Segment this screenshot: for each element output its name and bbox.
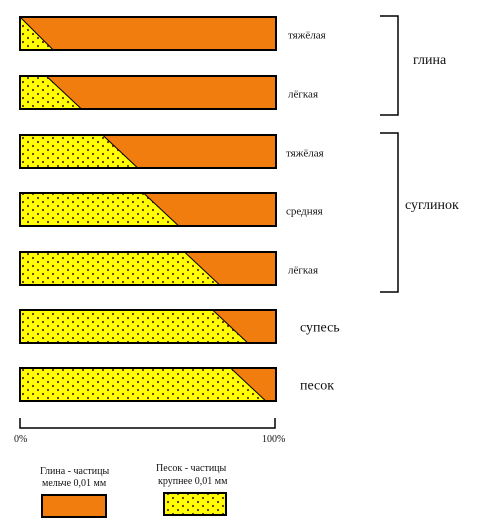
- sand-fill: [19, 367, 268, 402]
- axis-end-label: 100%: [262, 434, 285, 445]
- bar-border: [19, 134, 277, 169]
- group-label-loam: суглинок: [405, 198, 459, 213]
- legend-clay-line2: мельче 0,01 мм: [42, 478, 107, 489]
- soil-bar: лёгкая: [19, 75, 318, 110]
- clay-fill: [20, 17, 276, 50]
- bar-border: [19, 192, 277, 227]
- bar-label: тяжёлая: [286, 148, 324, 160]
- bar-label: лёгкая: [288, 89, 318, 101]
- legend-sand-line1: Песок - частицы: [156, 463, 227, 474]
- legend-sand-swatch: [163, 492, 227, 516]
- soil-bar: песок: [19, 367, 334, 402]
- clay-bracket: [380, 15, 399, 116]
- sand-fill: [19, 309, 250, 344]
- bar-label: средняя: [286, 206, 323, 218]
- bar-label: супесь: [300, 321, 340, 336]
- soil-bars: тяжёлая лёгкая тяжёлая средняя лёгкая супесь п…: [19, 15, 340, 402]
- soil-bar: тяжёлая: [19, 134, 324, 169]
- bar-border: [19, 75, 277, 110]
- axis-start-label: 0%: [14, 434, 27, 445]
- legend-sand-line2: крупнее 0,01 мм: [158, 476, 228, 487]
- sand-fill: [19, 251, 221, 286]
- axis-line: [19, 418, 276, 429]
- bar-label: лёгкая: [288, 265, 318, 277]
- bar-label: тяжёлая: [288, 30, 326, 42]
- bar-label: песок: [300, 379, 334, 394]
- soil-bar: лёгкая: [19, 251, 318, 286]
- bar-border: [19, 251, 277, 286]
- legend-clay-swatch: [41, 494, 107, 518]
- soil-bar: средняя: [19, 192, 323, 227]
- soil-bar: супесь: [19, 309, 340, 344]
- group-label-clay: глина: [413, 53, 447, 68]
- loam-bracket: [380, 132, 399, 293]
- legend-clay-line1: Глина - частицы: [40, 466, 109, 477]
- bar-border: [19, 367, 277, 402]
- bar-border: [19, 309, 277, 344]
- bar-border: [19, 16, 277, 51]
- soil-bar: тяжёлая: [19, 15, 326, 51]
